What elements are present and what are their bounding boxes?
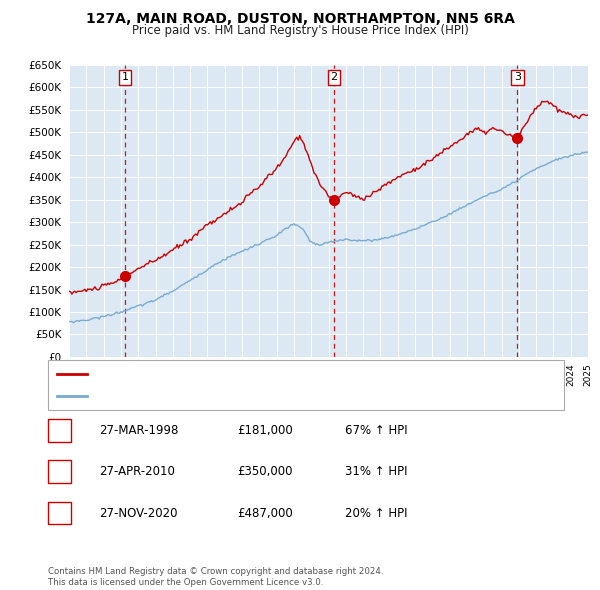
Text: 1: 1 (56, 424, 63, 437)
Text: 127A, MAIN ROAD, DUSTON, NORTHAMPTON, NN5 6RA (detached house): 127A, MAIN ROAD, DUSTON, NORTHAMPTON, NN… (93, 369, 458, 379)
Text: 67% ↑ HPI: 67% ↑ HPI (345, 424, 407, 437)
Text: HPI: Average price, detached house, West Northamptonshire: HPI: Average price, detached house, West… (93, 391, 395, 401)
Text: 3: 3 (514, 73, 521, 83)
Text: 27-MAR-1998: 27-MAR-1998 (99, 424, 178, 437)
Text: £487,000: £487,000 (237, 506, 293, 520)
Text: This data is licensed under the Open Government Licence v3.0.: This data is licensed under the Open Gov… (48, 578, 323, 588)
Text: 27-NOV-2020: 27-NOV-2020 (99, 506, 178, 520)
Text: £350,000: £350,000 (237, 465, 293, 478)
Text: 27-APR-2010: 27-APR-2010 (99, 465, 175, 478)
Text: 2: 2 (56, 465, 63, 478)
Text: £181,000: £181,000 (237, 424, 293, 437)
Text: 127A, MAIN ROAD, DUSTON, NORTHAMPTON, NN5 6RA: 127A, MAIN ROAD, DUSTON, NORTHAMPTON, NN… (86, 12, 514, 26)
Text: 2: 2 (331, 73, 338, 83)
Text: 1: 1 (121, 73, 128, 83)
Text: Price paid vs. HM Land Registry's House Price Index (HPI): Price paid vs. HM Land Registry's House … (131, 24, 469, 37)
Text: Contains HM Land Registry data © Crown copyright and database right 2024.: Contains HM Land Registry data © Crown c… (48, 566, 383, 576)
Text: 20% ↑ HPI: 20% ↑ HPI (345, 506, 407, 520)
Text: 31% ↑ HPI: 31% ↑ HPI (345, 465, 407, 478)
Text: 3: 3 (56, 506, 63, 520)
